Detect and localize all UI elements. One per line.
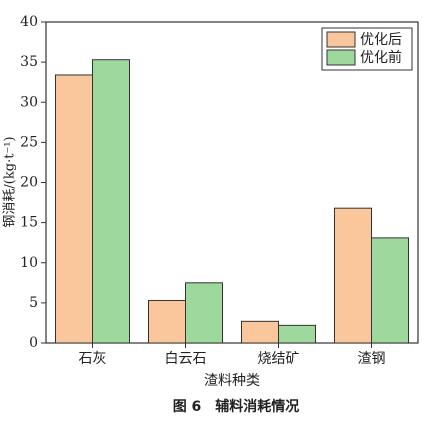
x-axis-label: 渣料种类 [204, 373, 260, 389]
bar [371, 237, 409, 344]
bar [185, 282, 223, 344]
y-axis-label: 钢消耗/(kg·t⁻¹) [3, 136, 18, 227]
y-tick-label: 5 [29, 295, 38, 311]
legend-swatch [326, 49, 356, 66]
bar [334, 207, 372, 344]
y-tick-label: 40 [20, 14, 38, 30]
bar [92, 59, 130, 344]
bar [148, 299, 186, 344]
legend-swatch [326, 31, 356, 48]
y-tick-label: 10 [20, 255, 38, 271]
x-tick-label: 石灰 [79, 351, 107, 367]
legend-label: 优化后 [360, 32, 402, 48]
bar [278, 324, 316, 344]
x-tick-label: 白云石 [165, 351, 207, 367]
y-tick-label: 0 [29, 335, 38, 351]
caption: 图 6 辅料消耗情况 [173, 398, 300, 415]
y-tick-label: 25 [20, 134, 38, 150]
bar [241, 320, 279, 344]
y-tick-label: 15 [20, 215, 38, 231]
y-tick-label: 20 [20, 175, 38, 191]
bar [55, 74, 93, 344]
y-tick-label: 30 [20, 94, 38, 110]
x-tick-label: 烧结矿 [258, 351, 300, 367]
legend-label: 优化前 [360, 49, 402, 66]
y-tick-label: 35 [20, 54, 38, 70]
x-tick-label: 渣钢 [358, 351, 386, 367]
